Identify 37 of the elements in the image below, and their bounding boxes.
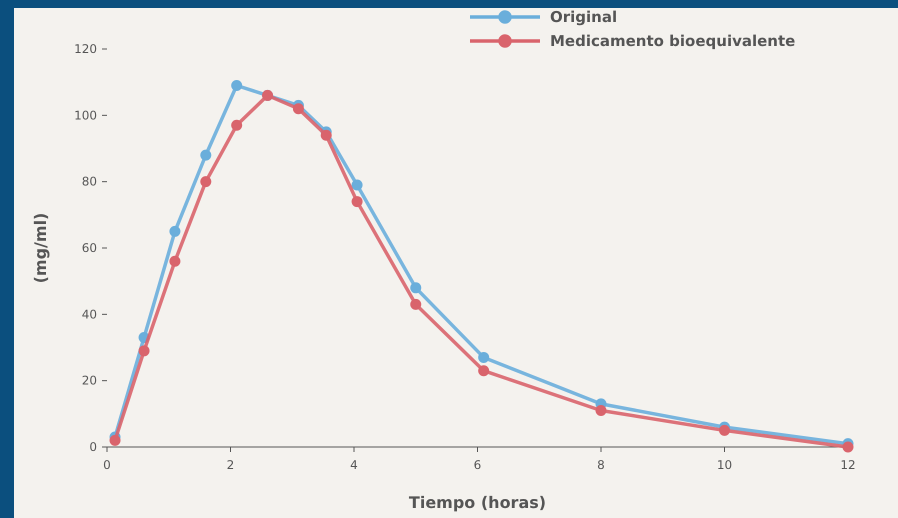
y-tick-label: 20 — [82, 374, 97, 388]
x-axis-title: Tiempo (horas) — [408, 493, 546, 512]
point — [231, 80, 242, 91]
point — [410, 298, 422, 310]
x-tick-label: 8 — [597, 458, 605, 472]
y-tick-label: 0 — [89, 440, 97, 454]
point — [200, 150, 212, 161]
point — [478, 352, 490, 363]
x-tick-label: 0 — [103, 458, 111, 472]
y-tick-label: 60 — [82, 241, 97, 255]
y-tick-label: 40 — [82, 307, 97, 322]
legend-label: Original — [550, 8, 618, 26]
point — [292, 103, 304, 114]
legend-label: Medicamento bioequivalente — [550, 32, 796, 50]
point — [200, 176, 212, 188]
x-tick-label: 12 — [840, 458, 856, 472]
x-tick-label: 10 — [716, 458, 732, 472]
point — [320, 130, 332, 141]
y-tick-label: 80 — [82, 174, 97, 189]
point — [842, 442, 854, 452]
point — [596, 405, 606, 416]
point — [719, 424, 730, 436]
point — [352, 196, 363, 208]
point — [138, 345, 150, 356]
x-tick-label: 4 — [350, 458, 358, 472]
point — [478, 365, 490, 376]
y-axis-title: (mg/ml) — [31, 212, 50, 284]
point — [169, 256, 180, 267]
point — [352, 179, 363, 190]
x-tick-label: 2 — [226, 458, 234, 472]
y-tick-label: 100 — [74, 108, 97, 122]
point — [169, 226, 180, 237]
x-tick-label: 6 — [474, 458, 482, 472]
point — [110, 434, 121, 446]
y-tick-label: 120 — [74, 42, 97, 56]
point — [410, 282, 422, 294]
point — [231, 120, 242, 131]
